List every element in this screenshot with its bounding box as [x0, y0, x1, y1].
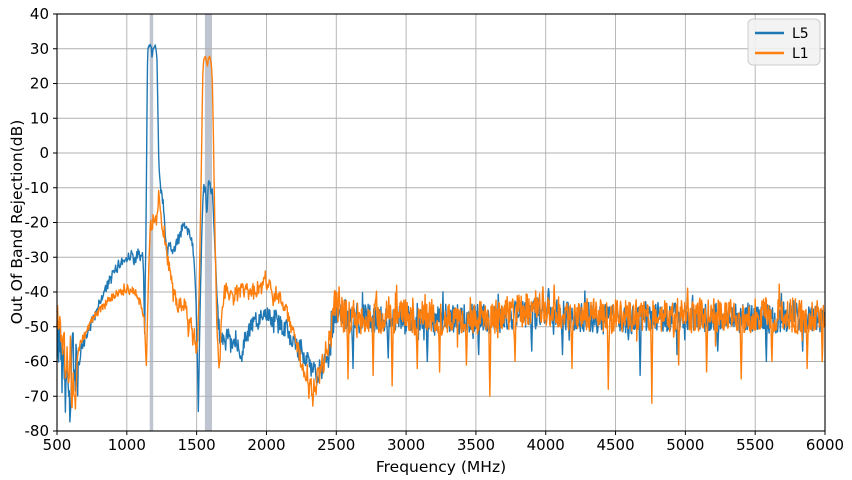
- x-tick-label: 1000: [108, 436, 146, 454]
- y-tick-label: 20: [30, 75, 49, 93]
- x-tick-label: 4000: [527, 436, 565, 454]
- x-tick-label: 1500: [178, 436, 216, 454]
- legend-box: [747, 18, 821, 66]
- x-tick-label: 5000: [666, 436, 704, 454]
- x-tick-label: 2000: [247, 436, 285, 454]
- y-tick-label: 30: [30, 40, 49, 58]
- y-tick-label: -70: [25, 387, 50, 405]
- y-tick-label: -30: [25, 248, 50, 266]
- y-tick-label: -10: [25, 179, 50, 197]
- y-tick-label: 40: [30, 5, 49, 23]
- y-tick-label: -50: [25, 318, 50, 336]
- x-tick-label: 3000: [387, 436, 425, 454]
- y-tick-label: -80: [25, 422, 50, 440]
- y-tick-label: 10: [30, 109, 49, 127]
- y-tick-label: -20: [25, 214, 50, 232]
- x-tick-label: 6000: [806, 436, 844, 454]
- y-tick-label: -60: [25, 353, 50, 371]
- legend-label-l1: L1: [792, 46, 809, 62]
- x-tick-label: 4500: [596, 436, 634, 454]
- x-axis-label: Frequency (MHz): [375, 458, 507, 476]
- y-axis-label: Out Of Band Rejection(dB): [8, 119, 26, 325]
- y-tick-label: 0: [39, 144, 49, 162]
- series-l1-line: [56, 55, 826, 410]
- x-tick-label: 3500: [457, 436, 495, 454]
- legend-label-l5: L5: [792, 26, 809, 42]
- x-tick-label: 500: [43, 436, 72, 454]
- y-tick-label: -40: [25, 283, 50, 301]
- x-tick-label: 5500: [736, 436, 774, 454]
- x-tick-label: 2500: [317, 436, 355, 454]
